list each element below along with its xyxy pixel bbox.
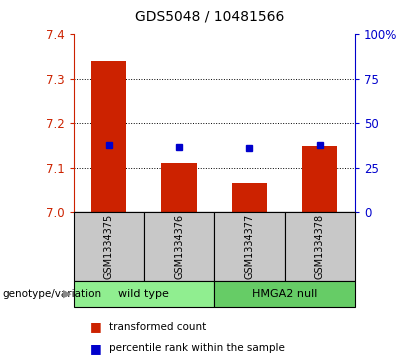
Text: genotype/variation: genotype/variation [2, 289, 101, 299]
Text: GSM1334376: GSM1334376 [174, 214, 184, 280]
Text: GSM1334378: GSM1334378 [315, 214, 325, 280]
Text: GSM1334375: GSM1334375 [104, 214, 114, 280]
Text: percentile rank within the sample: percentile rank within the sample [109, 343, 285, 354]
Text: GDS5048 / 10481566: GDS5048 / 10481566 [135, 9, 285, 23]
Bar [74, 281, 214, 307]
Text: wild type: wild type [118, 289, 169, 299]
Text: ■: ■ [90, 342, 102, 355]
Text: HMGA2 null: HMGA2 null [252, 289, 317, 299]
Text: ▶: ▶ [63, 289, 71, 299]
Text: ■: ■ [90, 320, 102, 333]
Bar [144, 212, 214, 281]
Text: GSM1334377: GSM1334377 [244, 214, 255, 280]
Bar [285, 212, 355, 281]
Text: transformed count: transformed count [109, 322, 207, 332]
Bar [161, 163, 197, 212]
Bar [74, 212, 144, 281]
Bar [214, 212, 285, 281]
Bar [214, 281, 355, 307]
Bar [302, 146, 337, 212]
Bar [232, 183, 267, 212]
Bar [91, 61, 126, 212]
